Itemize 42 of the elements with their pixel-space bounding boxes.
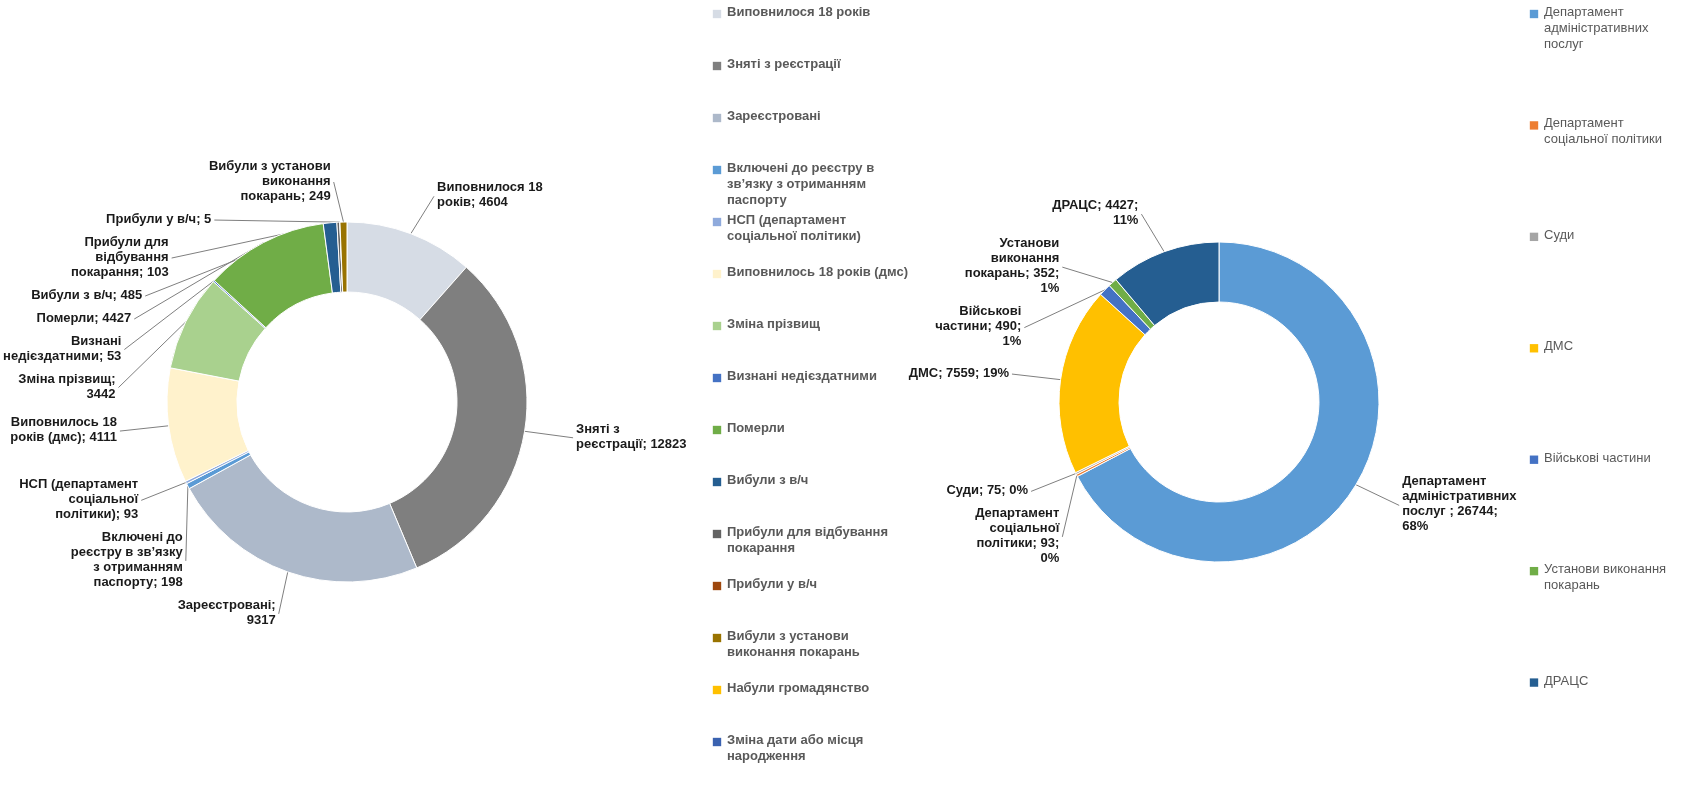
legend-label: Виповнилося 18 років — [727, 4, 871, 19]
data-label: Установи виконання покарань; 352; 1% — [964, 235, 1060, 296]
legend-label: Вибули з в/ч — [727, 472, 809, 487]
data-label: Прибули для відбування покарання; 103 — [71, 233, 169, 279]
legend-label: Суди — [1544, 226, 1575, 242]
legend-label: Набули громадянство — [727, 680, 870, 695]
legend-label: Зняті з реєстрації — [727, 56, 841, 71]
legend-label: ДМС — [1544, 338, 1574, 354]
data-label: Померли; 4427 — [36, 309, 132, 325]
legend-label: НСП (департамент соціальної політики) — [727, 212, 861, 243]
data-label: Виповнилося 18 років; 4604 — [437, 179, 543, 210]
data-label: Зміна прізвищ; 3442 — [18, 370, 116, 401]
legend-label: Включені до реєстру в зв’язку з отриманням паспорту — [727, 160, 875, 207]
legend-label: Померли — [727, 420, 785, 435]
data-label: Прибули у в/ч; 5 — [106, 210, 212, 226]
data-label: Вибули з в/ч; 485 — [31, 286, 143, 302]
legend-label: Військові частини — [1544, 449, 1651, 465]
legend-label: Департамент адміністративних послуг — [1544, 4, 1649, 51]
data-label: Департамент соціальної політики; 93; 0% — [975, 504, 1060, 565]
data-label: Включені до реєстру в зв’язку з отриманням паспорту; 198 — [70, 528, 184, 589]
data-label: Визнані недієздатними; 53 — [3, 332, 122, 363]
data-label: Військові частини; 490; 1% — [935, 303, 1022, 349]
legend-label: Визнані недієздатними — [727, 368, 877, 383]
legend-label: Зареєстровані — [727, 108, 821, 123]
legend-label: Вибули з установи виконання покарань — [727, 628, 860, 659]
legend-label: ДРАЦС — [1544, 672, 1589, 688]
legend-label: Прибули у в/ч — [727, 576, 818, 591]
data-label: ДРАЦС; 4427; 11% — [1052, 197, 1139, 228]
legend-label: Виповнилось 18 років (дмс) — [727, 264, 908, 279]
data-label: ДМС; 7559; 19% — [908, 364, 1010, 380]
data-label: Зняті з реєстрації; 12823 — [576, 420, 687, 451]
legend-label: Зміна прізвищ — [727, 316, 820, 331]
data-label: НСП (департамент соціальної політики); 93 — [19, 475, 139, 521]
legend-label: Зміна дати або місця народження — [727, 732, 864, 763]
data-label: Суди; 75; 0% — [946, 481, 1029, 497]
data-label: Зареєстровані; 9317 — [177, 596, 276, 627]
legend-label: Прибули для відбування покарання — [727, 524, 889, 555]
data-label: Виповнилось 18 років (дмс); 4111 — [10, 414, 117, 445]
legend-label: Установи виконання покарань — [1544, 561, 1667, 593]
data-label: Вибули з установи виконання покарань; 249 — [208, 157, 331, 203]
legend-label: Департамент соціальної політики — [1544, 115, 1663, 147]
data-label: Департамент адміністративних послуг ; 26744; 68% — [1402, 473, 1518, 534]
